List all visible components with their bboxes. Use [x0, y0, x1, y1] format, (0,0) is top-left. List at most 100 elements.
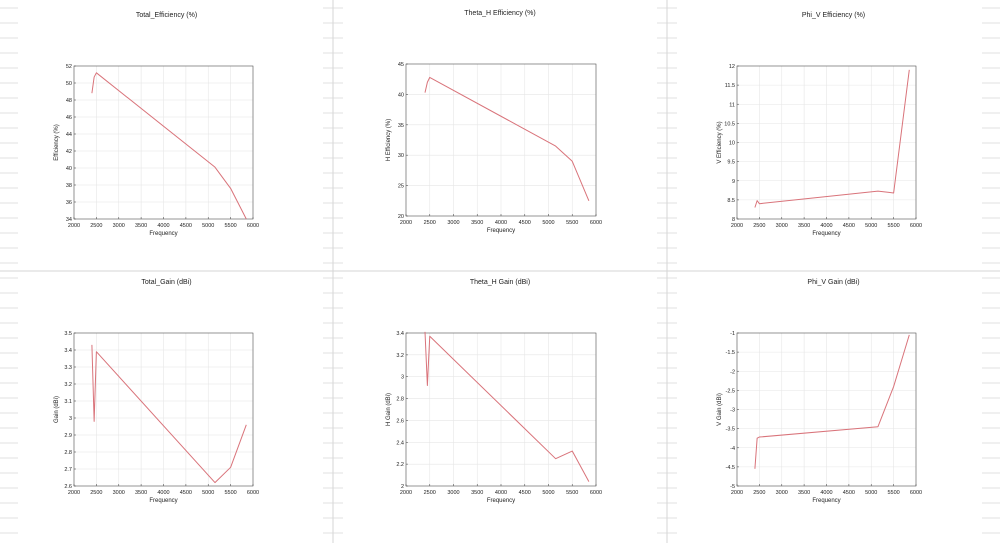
x-tick-label: 5500	[225, 223, 237, 229]
x-tick-label: 4500	[519, 490, 531, 496]
y-tick-label: 40	[66, 166, 72, 172]
x-tick-label: 2500	[90, 223, 102, 229]
y-axis-label: V Efficiency (%)	[717, 121, 723, 163]
y-tick-label: 2.2	[396, 462, 404, 468]
y-tick-label: 11	[729, 102, 735, 108]
chart-title: Phi_V Gain (dBi)	[807, 279, 859, 286]
y-tick-label: 3	[401, 375, 404, 381]
x-tick-label: 4000	[157, 490, 169, 496]
x-tick-label: 2000	[400, 220, 412, 226]
y-tick-label: 3.3	[64, 365, 72, 371]
x-tick-label: 3000	[113, 490, 125, 496]
y-tick-label: 2.7	[64, 467, 72, 473]
y-tick-label: -5	[730, 484, 735, 490]
y-tick-label: 44	[66, 132, 72, 138]
x-tick-label: 5500	[888, 490, 900, 496]
x-tick-label: 3500	[798, 490, 810, 496]
x-tick-label: 4000	[495, 220, 507, 226]
x-tick-label: 3000	[447, 490, 459, 496]
x-tick-label: 2500	[753, 223, 765, 229]
x-tick-label: 5000	[542, 490, 554, 496]
y-tick-label: -4	[730, 446, 735, 452]
series-line	[754, 69, 910, 208]
y-tick-label: 12	[729, 64, 735, 70]
y-tick-label: 11.5	[725, 83, 735, 89]
x-tick-label: 5000	[865, 490, 877, 496]
y-tick-label: 10.5	[724, 121, 735, 127]
y-tick-label: 3	[69, 416, 72, 422]
x-tick-label: 2000	[68, 223, 80, 229]
x-tick-label: 5500	[888, 223, 900, 229]
chart-title: Theta_H Efficiency (%)	[464, 10, 535, 17]
x-tick-label: 4000	[495, 490, 507, 496]
chart-phi-v-efficiency: 2000 2500 3000 3500 4000 4500 5000 5500 6000 8 8.5…	[717, 12, 922, 237]
y-tick-label: 42	[66, 149, 72, 155]
x-tick-label: 2000	[731, 223, 743, 229]
y-tick-label: 2.9	[64, 433, 72, 439]
y-tick-label: 3.4	[396, 331, 404, 337]
x-tick-label: 3000	[776, 490, 788, 496]
x-tick-label: 2500	[90, 490, 102, 496]
x-tick-label: 3000	[776, 223, 788, 229]
x-tick-label: 5000	[202, 223, 214, 229]
y-tick-label: 8	[732, 217, 735, 223]
x-tick-label: 4000	[820, 223, 832, 229]
x-tick-label: 2500	[424, 220, 436, 226]
x-tick-label: 5000	[542, 220, 554, 226]
x-tick-label: 3000	[447, 220, 459, 226]
y-tick-label: 9.5	[727, 160, 735, 166]
chart-phi-v-gain: 2000 2500 3000 3500 4000 4500 5000 5500 6000 -5 -4…	[717, 279, 922, 504]
x-tick-label: 4500	[843, 223, 855, 229]
y-tick-label: 25	[398, 184, 404, 190]
x-tick-label: 5500	[566, 490, 578, 496]
y-tick-label: 38	[66, 183, 72, 189]
y-tick-label: 52	[66, 64, 72, 70]
y-tick-label: 3.2	[64, 382, 72, 388]
chart-title: Total_Gain (dBi)	[141, 279, 191, 286]
x-tick-label: 6000	[247, 490, 259, 496]
x-axis-label: Frequency	[149, 231, 177, 237]
y-tick-label: 10	[729, 141, 735, 147]
y-tick-label: 36	[66, 200, 72, 206]
y-tick-label: -3.5	[726, 427, 735, 433]
chart-theta-h-gain: 2000 2500 3000 3500 4000 4500 5000 5500 6000 2 2.2…	[386, 279, 602, 504]
y-tick-label: -2.5	[726, 388, 735, 394]
y-tick-label: -3	[730, 408, 735, 414]
x-tick-label: 5000	[865, 223, 877, 229]
series-line	[424, 331, 590, 482]
x-tick-label: 6000	[910, 223, 922, 229]
y-axis-label: V Gain (dBi)	[717, 393, 723, 426]
y-tick-label: 3.5	[64, 331, 72, 337]
x-tick-label: 3500	[135, 490, 147, 496]
x-tick-label: 3500	[471, 220, 483, 226]
x-axis-label: Frequency	[487, 498, 515, 504]
x-tick-label: 6000	[910, 490, 922, 496]
chart-panel-theta-h-gain: 2000 2500 3000 3500 4000 4500 5000 5500 6000 2 2.2…	[333, 271, 667, 548]
y-axis-label: Gain (dBi)	[54, 396, 60, 423]
x-tick-label: 3500	[135, 223, 147, 229]
series-line	[754, 334, 910, 469]
y-tick-label: 46	[66, 115, 72, 121]
y-tick-label: 2.6	[64, 484, 72, 490]
x-tick-label: 3500	[798, 223, 810, 229]
x-tick-label: 6000	[247, 223, 259, 229]
x-tick-label: 2000	[731, 490, 743, 496]
x-tick-label: 2500	[753, 490, 765, 496]
x-tick-label: 4500	[843, 490, 855, 496]
series-line	[424, 76, 590, 201]
x-tick-label: 5500	[566, 220, 578, 226]
x-axis-label: Frequency	[812, 231, 840, 237]
x-tick-label: 6000	[590, 220, 602, 226]
chart-title: Theta_H Gain (dBi)	[470, 279, 530, 286]
y-tick-label: 40	[398, 92, 404, 98]
chart-panel-theta-h-efficiency: 2000 2500 3000 3500 4000 4500 5000 5500 6000 20 25…	[333, 0, 667, 276]
y-tick-label: 20	[398, 214, 404, 220]
x-tick-label: 2000	[400, 490, 412, 496]
x-tick-label: 4500	[180, 490, 192, 496]
x-tick-label: 3500	[471, 490, 483, 496]
x-tick-label: 4000	[820, 490, 832, 496]
y-tick-label: 9	[732, 179, 735, 185]
x-tick-label: 6000	[590, 490, 602, 496]
